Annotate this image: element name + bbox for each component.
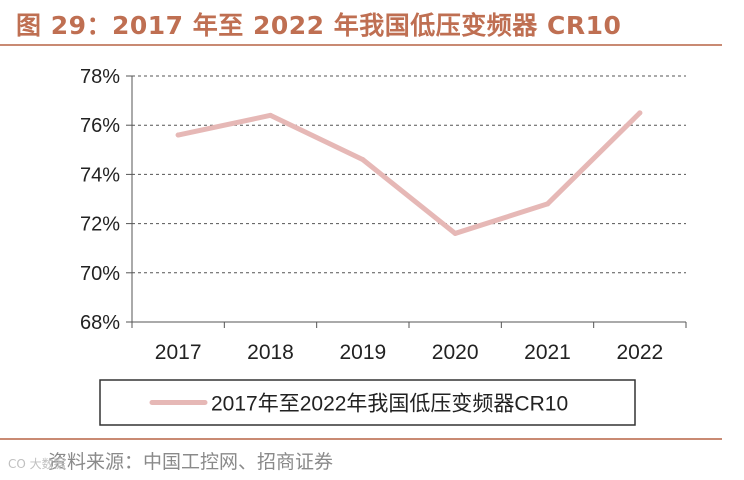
line-chart: 68% 70% 72% 74% 76% 78% 2017 2018 2019 2020 2021 20… bbox=[80, 66, 687, 426]
data-point-2020 bbox=[452, 230, 458, 236]
data-point-2017 bbox=[175, 132, 181, 138]
legend-layer: 2017年至2022年我国低压变频器CR10 bbox=[99, 379, 636, 426]
y-tick-label: 78% bbox=[80, 66, 120, 88]
legend-label: 2017年至2022年我国低压变频器CR10 bbox=[211, 393, 568, 416]
x-tick-label-2021: 2021 bbox=[524, 341, 571, 364]
x-tick-label-2017: 2017 bbox=[155, 341, 202, 364]
series-line-0 bbox=[175, 110, 643, 236]
figure-title: 图 29：2017 年至 2022 年我国低压变频器 CR10 bbox=[16, 11, 622, 40]
source-rule bbox=[0, 438, 722, 440]
title-rule bbox=[0, 44, 722, 46]
data-point-2022 bbox=[637, 110, 643, 116]
watermark-text: CO 大数据 bbox=[8, 457, 66, 471]
data-point-2019 bbox=[360, 157, 366, 163]
axis-layer bbox=[126, 75, 687, 328]
label-layer: 68% 70% 72% 74% 76% 78% 2017 2018 2019 2020 2021 20… bbox=[80, 66, 663, 364]
x-tick-label-2018: 2018 bbox=[247, 341, 294, 364]
legend-box bbox=[99, 379, 636, 426]
series-layer bbox=[175, 110, 643, 236]
x-tick-label-2022: 2022 bbox=[616, 341, 663, 364]
y-tick-label: 76% bbox=[80, 115, 120, 137]
y-tick-label: 68% bbox=[80, 312, 120, 334]
data-point-2021 bbox=[545, 201, 550, 207]
y-tick-label: 74% bbox=[80, 164, 120, 186]
grid-layer bbox=[132, 75, 686, 274]
y-tick-label: 70% bbox=[80, 263, 120, 285]
source-note: 资料来源：中国工控网、招商证券 bbox=[48, 451, 334, 473]
y-tick-label: 72% bbox=[80, 214, 120, 236]
data-point-2018 bbox=[268, 112, 273, 118]
x-tick-label-2020: 2020 bbox=[432, 341, 479, 364]
x-tick-label-2019: 2019 bbox=[339, 341, 386, 364]
